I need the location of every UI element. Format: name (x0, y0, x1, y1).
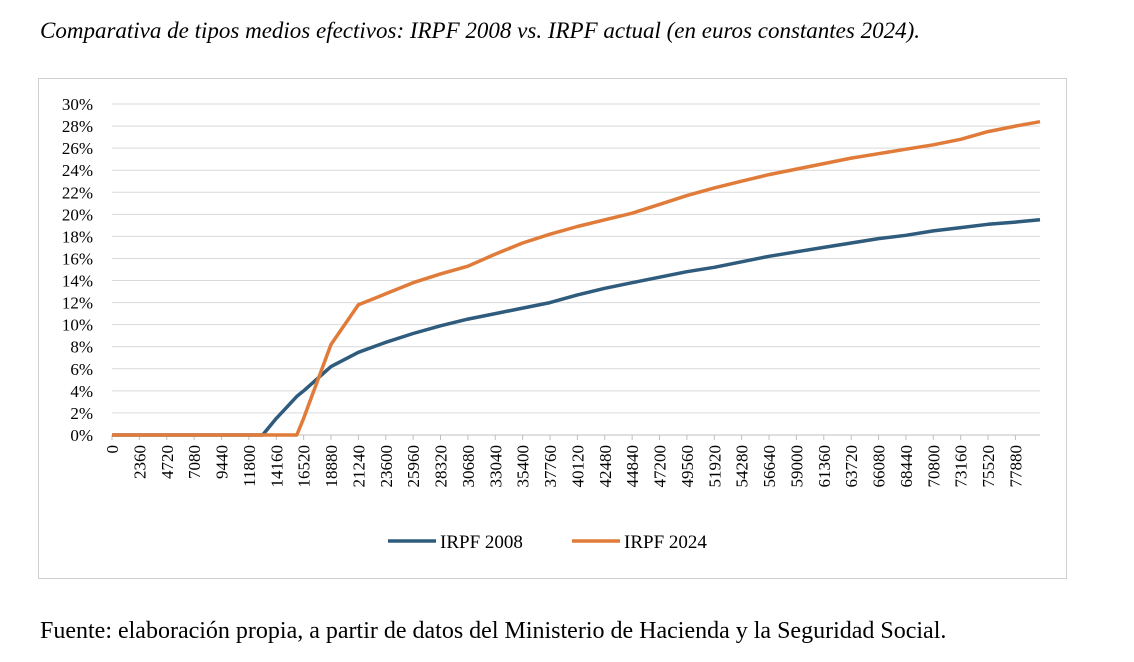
y-tick-label: 18% (62, 227, 93, 246)
x-tick-label: 47200 (651, 445, 670, 488)
x-tick-label: 23600 (377, 445, 396, 488)
x-tick-label: 40120 (568, 445, 587, 488)
x-tick-label: 77880 (1006, 445, 1025, 488)
x-tick-label: 33040 (486, 445, 505, 488)
series-line (112, 119, 1041, 437)
x-tick-label: 59000 (787, 445, 806, 488)
x-tick-label: 68440 (897, 445, 916, 488)
y-tick-label: 26% (62, 139, 93, 158)
x-tick-label: 73160 (952, 445, 971, 488)
x-tick-label: 54280 (733, 445, 752, 488)
x-tick-label: 4720 (158, 445, 177, 479)
x-tick-label: 11800 (240, 445, 259, 487)
y-tick-label: 20% (62, 205, 93, 224)
y-tick-label: 12% (62, 294, 93, 313)
x-tick-label: 75520 (979, 445, 998, 488)
x-tick-label: 7080 (185, 445, 204, 479)
x-tick-label: 9440 (213, 445, 232, 479)
x-tick-label: 61360 (815, 445, 834, 488)
y-tick-label: 22% (62, 183, 93, 202)
series-line (112, 218, 1041, 437)
y-tick-label: 2% (70, 404, 93, 423)
legend-label: IRPF 2024 (624, 532, 707, 553)
x-tick-label: 66080 (870, 445, 889, 488)
x-tick-label: 14160 (267, 445, 286, 488)
x-tick-label: 25960 (404, 445, 423, 488)
y-tick-label: 24% (62, 161, 93, 180)
x-tick-label: 51920 (705, 445, 724, 488)
y-tick-label: 16% (62, 249, 93, 268)
y-tick-label: 6% (70, 360, 93, 379)
x-tick-label: 49560 (678, 445, 697, 488)
x-tick-label: 16520 (295, 445, 314, 488)
x-tick-label: 0 (103, 445, 122, 454)
x-tick-label: 35400 (514, 445, 533, 488)
x-tick-label: 2360 (130, 445, 149, 479)
x-tick-label: 56640 (760, 445, 779, 488)
y-tick-label: 10% (62, 316, 93, 335)
x-tick-label: 37760 (541, 445, 560, 488)
x-tick-label: 28320 (432, 445, 451, 488)
x-tick-label: 18880 (322, 445, 341, 488)
x-tick-label: 63720 (842, 445, 861, 488)
y-tick-label: 4% (70, 382, 93, 401)
y-tick-label: 30% (62, 95, 93, 114)
chart-frame (38, 78, 1067, 579)
x-tick-label: 30680 (459, 445, 478, 488)
y-tick-label: 14% (62, 272, 93, 291)
x-tick-label: 70800 (924, 445, 943, 488)
x-tick-label: 42480 (596, 445, 615, 488)
y-tick-label: 28% (62, 117, 93, 136)
x-tick-label: 44840 (623, 445, 642, 488)
x-tick-label: 21240 (349, 445, 368, 488)
caption: Fuente: elaboración propia, a partir de … (40, 618, 946, 644)
legend-label: IRPF 2008 (440, 532, 523, 553)
chart-title: Comparativa de tipos medios efectivos: I… (40, 18, 920, 43)
y-tick-label: 8% (70, 338, 93, 357)
y-tick-label: 0% (70, 426, 93, 445)
